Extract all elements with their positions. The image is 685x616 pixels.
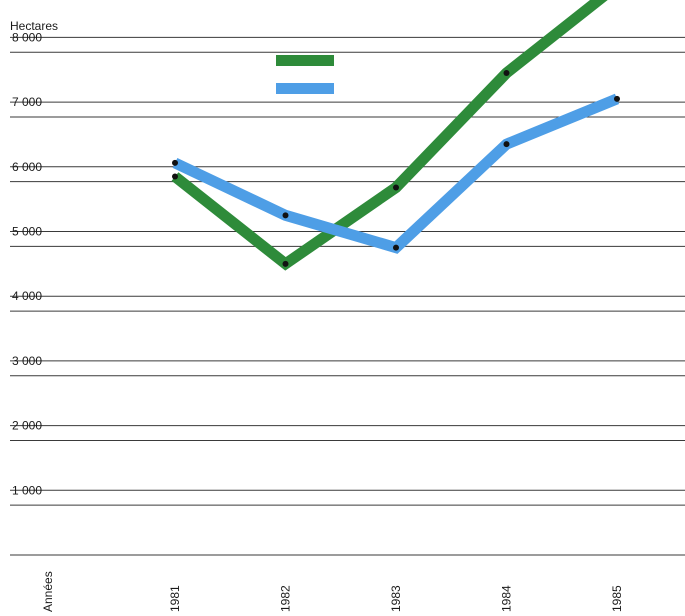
data-point	[282, 260, 289, 267]
y-tick-label: 5 000	[12, 225, 42, 239]
y-tick-label: 4 000	[12, 289, 42, 303]
legend	[276, 55, 334, 94]
grid-lines	[10, 36, 685, 556]
y-tick-label: 7 000	[12, 95, 42, 109]
legend-swatch	[276, 55, 334, 66]
data-point	[503, 141, 510, 148]
data-point	[393, 184, 399, 191]
y-tick-label: 6 000	[12, 160, 42, 174]
x-tick-label: 1981	[168, 585, 182, 612]
x-tick-label: 1983	[389, 585, 403, 612]
y-tick-label: 2 000	[12, 419, 42, 433]
data-point	[393, 244, 399, 251]
y-tick-label: 8 000	[12, 30, 42, 44]
data-points	[172, 69, 620, 267]
x-tick-labels: Années 1981 1982 1983 1984 1985	[41, 571, 624, 612]
x-tick-label: 1985	[610, 585, 624, 612]
data-point	[172, 173, 178, 180]
y-tick-label: 3 000	[12, 354, 42, 368]
data-point	[614, 95, 620, 102]
x-tick-label: 1984	[500, 585, 514, 612]
series-lines	[171, 0, 620, 271]
x-axis-title: Années	[41, 571, 55, 612]
y-tick-label: 1 000	[12, 483, 42, 497]
y-tick-labels: 1 000 2 000 3 000 4 000 5 000 6 000 7 000 8 000	[12, 30, 42, 497]
x-tick-label: 1982	[279, 585, 293, 612]
y-axis-title: Hectares	[10, 19, 58, 33]
data-point	[172, 159, 178, 166]
data-point	[503, 69, 510, 76]
legend-swatch	[276, 83, 334, 94]
data-point	[282, 212, 289, 219]
